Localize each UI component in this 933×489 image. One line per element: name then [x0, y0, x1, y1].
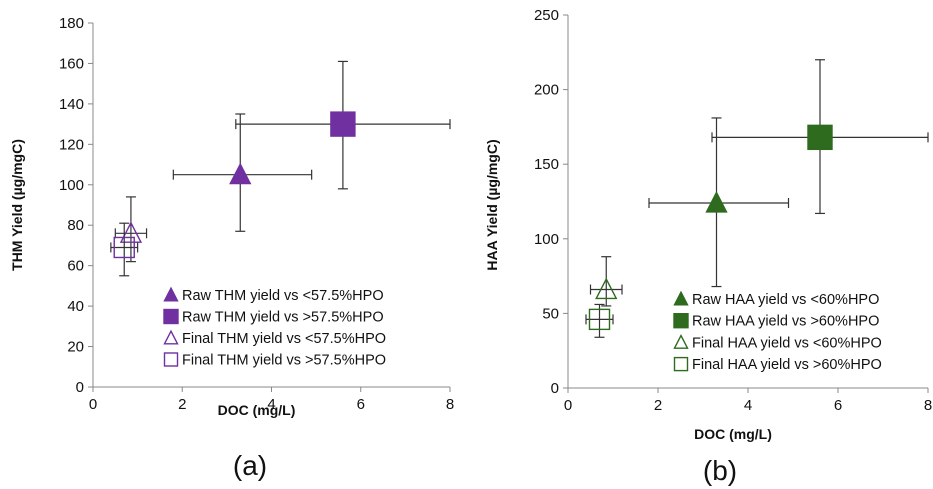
legend-entry-label: Final THM yield vs <57.5%HPO	[182, 331, 386, 347]
legend-entry-label: Raw THM yield vs >57.5%HPO	[182, 310, 384, 326]
data-point-group	[172, 113, 313, 232]
hollow-square-marker	[113, 236, 135, 259]
panel-label: (a)	[233, 450, 267, 481]
y-tick-label: 60	[67, 258, 84, 275]
y-tick-label: 100	[534, 231, 559, 248]
hollow-triangle-marker	[595, 277, 618, 300]
data-point-group	[114, 196, 148, 263]
x-tick-label: 4	[744, 397, 752, 414]
data-point-group	[585, 303, 614, 338]
y-tick-label: 20	[67, 339, 84, 356]
x-tick-label: 0	[564, 397, 572, 414]
x-tick-label: 2	[654, 397, 662, 414]
legend-triangle-marker	[673, 334, 689, 349]
y-tick-label: 160	[59, 55, 84, 72]
panel-label: (b)	[703, 455, 737, 486]
y-tick-label: 40	[67, 298, 84, 315]
x-tick-label: 4	[267, 396, 275, 413]
filled-triangle-marker	[229, 162, 252, 185]
x-tick-label: 6	[834, 397, 842, 414]
data-point-group	[648, 117, 790, 288]
legend-entry-label: Raw HAA yield vs >60%HPO	[692, 314, 879, 330]
data-point-group	[235, 60, 451, 190]
y-tick-label: 50	[542, 305, 559, 322]
legend-square-marker	[163, 352, 179, 367]
y-tick-label: 150	[534, 156, 559, 173]
y-tick-label: 250	[534, 7, 559, 24]
legend-square-marker	[673, 356, 689, 372]
hollow-square-marker	[588, 308, 611, 331]
y-tick-label: 0	[76, 379, 84, 396]
y-tick-label: 140	[59, 96, 84, 113]
y-tick-label: 80	[67, 217, 84, 234]
y-axis-label: THM Yield (µg/mgC)	[9, 139, 25, 271]
legend-square-marker	[673, 313, 689, 329]
legend: Raw THM yield vs <57.5%HPO Raw THM yield …	[163, 286, 386, 369]
chart-panel-b: 0 50 100 150 200 250 0 2 4 6 8 DOC (mg/L) HAA Yield …	[484, 7, 932, 486]
filled-square-marker	[807, 124, 833, 151]
data-point-group	[110, 222, 139, 277]
y-tick-label: 200	[534, 82, 559, 99]
y-tick-label: 120	[59, 136, 84, 153]
legend-triangle-marker	[163, 286, 179, 302]
x-axis-label: DOC (mg/L)	[218, 402, 296, 418]
x-tick-label: 8	[924, 397, 932, 414]
y-tick-label: 180	[59, 15, 84, 32]
legend-entry-label: Final THM yield vs >57.5%HPO	[182, 353, 386, 369]
x-tick-label: 8	[446, 396, 454, 413]
data-point-group	[711, 59, 929, 215]
chart-panel-a: 0 20 40 60 80 100 120 140 160 180 0 2 4 6 8 DOC (mg/L) T…	[9, 15, 454, 481]
legend-entry-label: Raw THM yield vs <57.5%HPO	[182, 288, 384, 304]
y-tick-label: 100	[59, 177, 84, 194]
legend-entry-label: Raw HAA yield vs <60%HPO	[692, 292, 879, 308]
legend-entry-label: Final HAA yield vs >60%HPO	[692, 357, 882, 373]
legend: Raw HAA yield vs <60%HPO Raw HAA yield vs…	[673, 290, 882, 373]
x-tick-label: 6	[357, 396, 365, 413]
legend-triangle-marker	[673, 290, 689, 306]
legend-entry-label: Final HAA yield vs <60%HPO	[692, 335, 882, 351]
data-point-group	[589, 256, 623, 307]
hollow-triangle-marker	[119, 221, 143, 243]
legend-triangle-marker	[163, 329, 179, 345]
y-tick-label: 0	[551, 380, 559, 397]
x-axis-label: DOC (mg/L)	[694, 426, 772, 442]
y-axis-label: HAA Yield (µg/mgC)	[484, 139, 500, 270]
filled-triangle-marker	[705, 190, 728, 213]
x-tick-label: 2	[178, 396, 186, 413]
x-tick-label: 0	[89, 396, 97, 413]
legend-square-marker	[163, 308, 179, 325]
filled-square-marker	[330, 111, 356, 137]
